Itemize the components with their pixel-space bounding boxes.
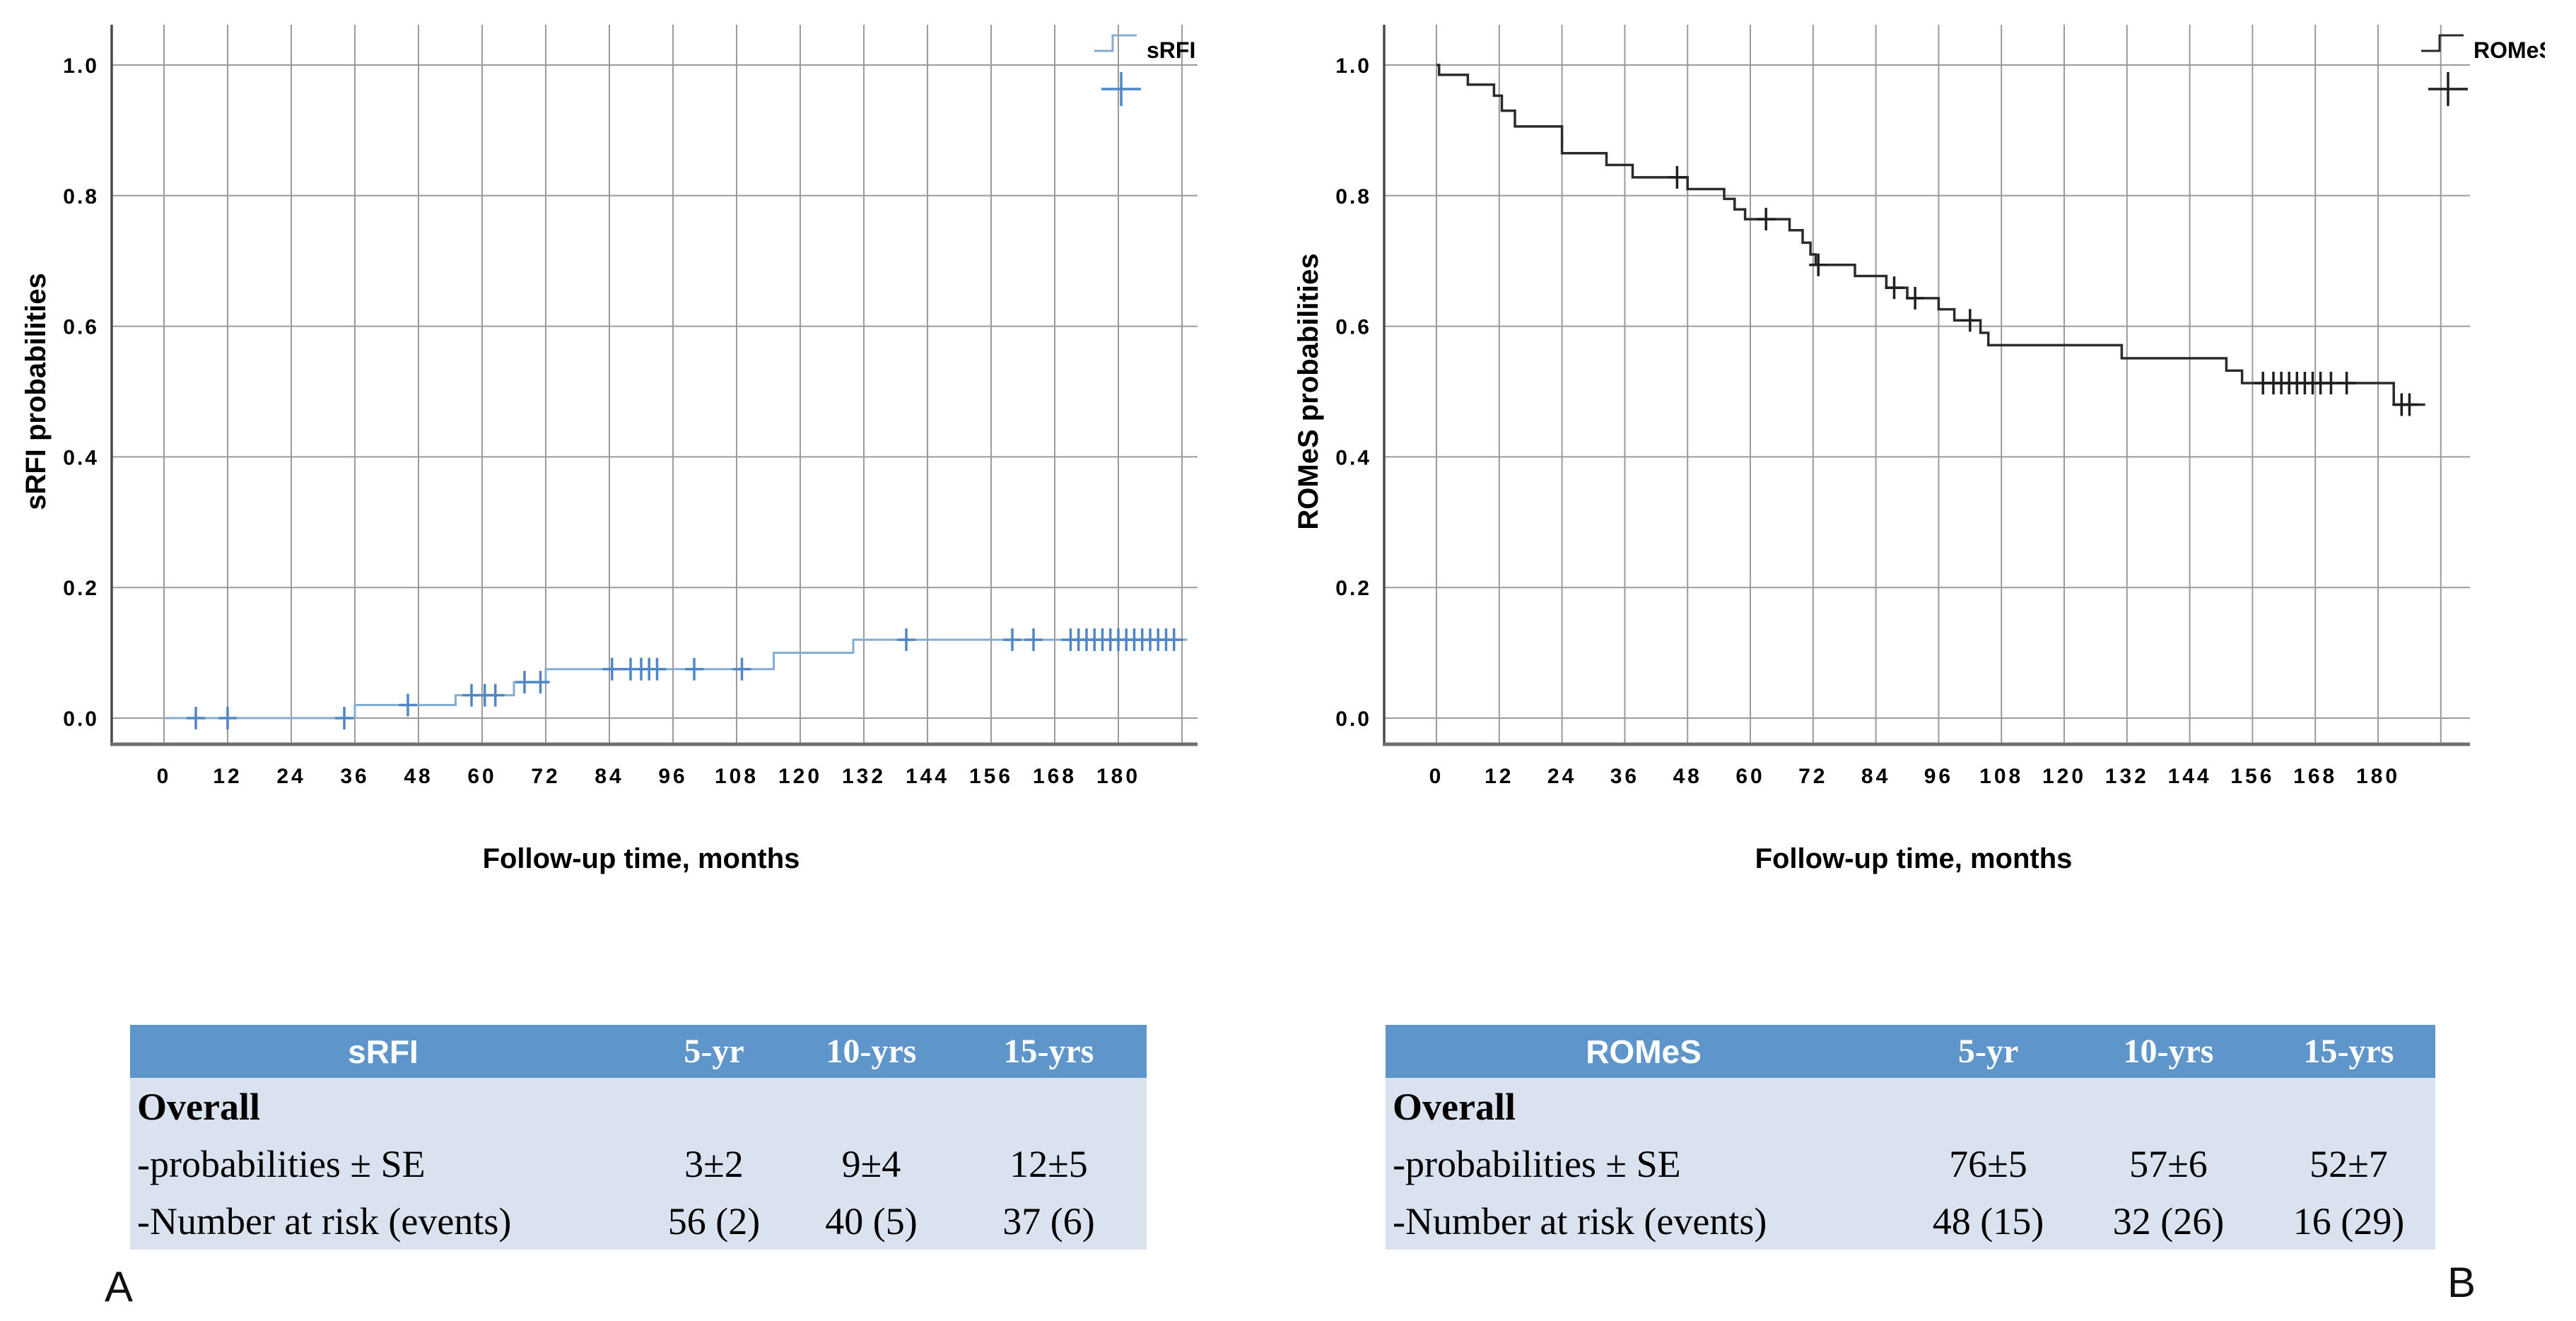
y-tick-label: 0.6	[63, 316, 99, 339]
x-tick-label: 24	[1547, 765, 1576, 788]
probability-5yr: 3±2	[636, 1135, 792, 1192]
number-at-risk-15yrs: 37 (6)	[951, 1192, 1147, 1250]
probability-5yr: 76±5	[1902, 1135, 2075, 1192]
number-at-risk-5yr: 56 (2)	[636, 1192, 792, 1250]
x-tick-label: 60	[467, 765, 496, 788]
table-header-10yrs: 10-yrs	[792, 1025, 951, 1078]
y-axis-title-srfi: sRFI probabilities	[21, 273, 52, 510]
probability-15yrs: 12±5	[951, 1135, 1147, 1192]
number-at-risk-10yrs: 32 (26)	[2075, 1192, 2262, 1250]
legend-label-romes: ROMeS	[2473, 37, 2545, 63]
summary-table-srfi: sRFI 5-yr 10-yrs 15-yrs Overall -probabi…	[130, 1025, 1147, 1250]
x-tick-label: 48	[404, 765, 433, 788]
x-tick-label: 132	[2105, 765, 2149, 788]
x-tick-label: 36	[1610, 765, 1639, 788]
row-probabilities-label: -probabilities ± SE	[130, 1135, 636, 1192]
x-tick-label: 84	[1861, 765, 1890, 788]
x-axis-title-srfi: Follow-up time, months	[483, 843, 800, 874]
x-tick-label: 0	[1429, 765, 1444, 788]
table-header-15yrs: 15-yrs	[951, 1025, 1147, 1078]
row-overall-cell	[636, 1078, 792, 1135]
y-tick-label: 0.2	[1335, 577, 1371, 600]
y-tick-label: 0.0	[63, 708, 99, 731]
summary-table-romes: ROMeS 5-yr 10-yrs 15-yrs Overall -probab…	[1386, 1025, 2435, 1250]
table-header-5yr: 5-yr	[636, 1025, 792, 1078]
x-tick-label: 156	[2230, 765, 2274, 788]
x-tick-label: 108	[715, 765, 759, 788]
legend-label-srfi: sRFI	[1147, 37, 1195, 63]
km-plot-romes: 0 12 24 36 48 60 72 84 96 108 120 132 144 156 168 180 0.…	[1293, 25, 2545, 874]
x-tick-label: 72	[1798, 765, 1827, 788]
y-tick-label: 0.6	[1335, 316, 1371, 339]
number-at-risk-15yrs: 16 (29)	[2262, 1192, 2435, 1250]
panel-label-a: A	[105, 1263, 134, 1310]
row-probabilities-label: -probabilities ± SE	[1386, 1135, 1902, 1192]
x-tick-label: 120	[778, 765, 822, 788]
x-tick-label: 60	[1735, 765, 1764, 788]
km-plot-srfi: 0 12 24 36 48 60 72 84 96 108 120 132 144 156 168 180 0.…	[21, 25, 1198, 874]
row-overall-cell	[951, 1078, 1147, 1135]
y-tick-label: 1.0	[1335, 54, 1371, 78]
y-axis-title-romes: ROMeS probabilities	[1293, 253, 1324, 529]
table-header-10yrs: 10-yrs	[2075, 1025, 2262, 1078]
table-header-romes: ROMeS	[1386, 1025, 1902, 1078]
x-tick-label: 108	[1979, 765, 2023, 788]
row-number-at-risk-label: -Number at risk (events)	[130, 1192, 636, 1250]
panel-label-b: B	[2447, 1259, 2476, 1306]
x-tick-label: 72	[531, 765, 560, 788]
legend-step-symbol	[2421, 34, 2464, 52]
x-tick-label: 12	[1485, 765, 1514, 788]
number-at-risk-10yrs: 40 (5)	[792, 1192, 951, 1250]
x-tick-label: 12	[213, 765, 242, 788]
y-tick-label: 0.0	[1335, 708, 1371, 731]
row-overall-cell	[2075, 1078, 2262, 1135]
y-tick-label: 1.0	[63, 54, 99, 78]
x-tick-label: 180	[1096, 765, 1140, 788]
probability-10yrs: 9±4	[792, 1135, 951, 1192]
row-overall-cell	[792, 1078, 951, 1135]
x-tick-label: 144	[2168, 765, 2212, 788]
km-plot-srfi-generated: 0 12 24 36 48 60 72 84 96 108 120 132 144 156 168 180 0.…	[63, 25, 1198, 788]
x-tick-label: 96	[658, 765, 687, 788]
x-tick-label: 132	[842, 765, 886, 788]
x-tick-label: 48	[1673, 765, 1702, 788]
y-tick-label: 0.8	[63, 185, 99, 209]
y-tick-label: 0.8	[1335, 185, 1371, 209]
table-header-15yrs: 15-yrs	[2262, 1025, 2435, 1078]
row-overall-cell	[2262, 1078, 2435, 1135]
y-tick-label: 0.4	[63, 446, 99, 469]
probability-15yrs: 52±7	[2262, 1135, 2435, 1192]
x-tick-label: 24	[276, 765, 305, 788]
table-header-5yr: 5-yr	[1902, 1025, 2075, 1078]
km-curve-romes	[1436, 64, 2425, 406]
x-tick-label: 96	[1924, 765, 1953, 788]
table-header-srfi: sRFI	[130, 1025, 636, 1078]
km-curve-srfi	[164, 638, 1188, 720]
x-tick-label: 36	[340, 765, 369, 788]
x-tick-label: 180	[2356, 765, 2400, 788]
x-tick-label: 168	[1033, 765, 1077, 788]
row-overall-cell	[1902, 1078, 2075, 1135]
row-overall-label: Overall	[1386, 1078, 1902, 1135]
row-overall-label: Overall	[130, 1078, 636, 1135]
x-tick-label: 0	[157, 765, 172, 788]
km-plot-romes-generated: 0 12 24 36 48 60 72 84 96 108 120 132 144 156 168 180 0.…	[1335, 25, 2470, 788]
probability-10yrs: 57±6	[2075, 1135, 2262, 1192]
legend-step-symbol	[1094, 34, 1137, 52]
x-tick-label: 144	[906, 765, 949, 788]
x-axis-title-romes: Follow-up time, months	[1755, 843, 2073, 874]
x-tick-label: 120	[2042, 765, 2086, 788]
x-tick-label: 84	[595, 765, 623, 788]
x-tick-label: 168	[2293, 765, 2337, 788]
x-tick-label: 156	[969, 765, 1013, 788]
y-tick-label: 0.4	[1335, 446, 1371, 469]
y-tick-label: 0.2	[63, 577, 99, 600]
row-number-at-risk-label: -Number at risk (events)	[1386, 1192, 1902, 1250]
number-at-risk-5yr: 48 (15)	[1902, 1192, 2075, 1250]
